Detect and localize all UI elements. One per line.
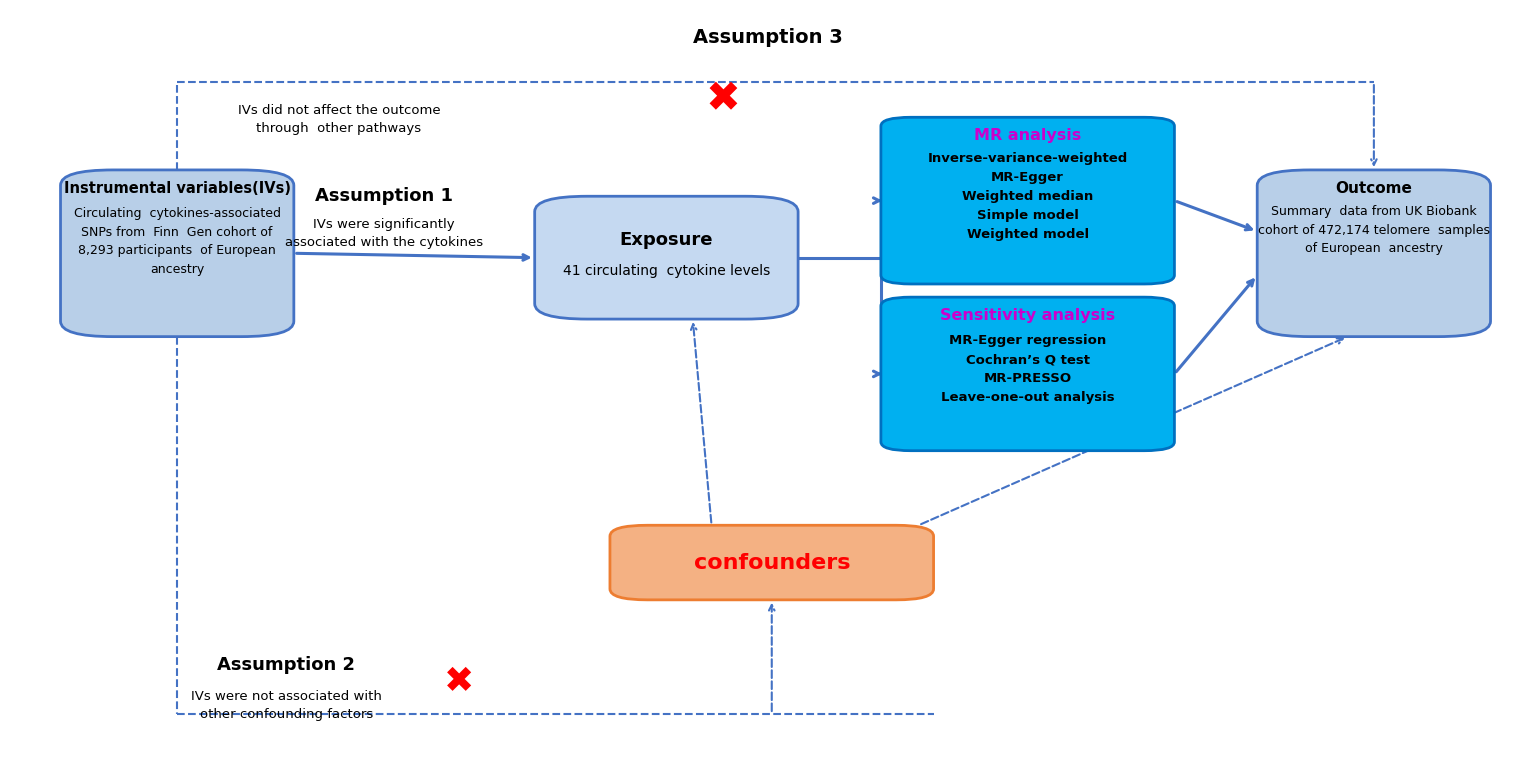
FancyBboxPatch shape <box>880 297 1175 451</box>
Text: confounders: confounders <box>694 552 849 572</box>
Text: Inverse-variance-weighted
MR-Egger
Weighted median
Simple model
Weighted model: Inverse-variance-weighted MR-Egger Weigh… <box>928 152 1127 241</box>
FancyBboxPatch shape <box>60 170 293 336</box>
Text: ✖: ✖ <box>705 78 740 121</box>
Text: IVs were not associated with
other confounding factors: IVs were not associated with other confo… <box>190 689 382 721</box>
Text: Outcome: Outcome <box>1335 181 1412 196</box>
Text: Assumption 3: Assumption 3 <box>693 28 843 47</box>
Text: MR-Egger regression
Cochran’s Q test
MR-PRESSO
Leave-one-out analysis: MR-Egger regression Cochran’s Q test MR-… <box>942 334 1115 404</box>
Text: Assumption 2: Assumption 2 <box>217 657 355 674</box>
Text: Circulating  cytokines-associated
SNPs from  Finn  Gen cohort of
8,293 participa: Circulating cytokines-associated SNPs fr… <box>74 207 281 275</box>
FancyBboxPatch shape <box>610 525 934 600</box>
FancyBboxPatch shape <box>880 117 1175 284</box>
Text: Instrumental variables(IVs): Instrumental variables(IVs) <box>63 181 290 196</box>
FancyBboxPatch shape <box>535 196 799 319</box>
Text: IVs did not affect the outcome
through  other pathways: IVs did not affect the outcome through o… <box>238 104 441 135</box>
Text: MR analysis: MR analysis <box>974 129 1081 143</box>
Text: Assumption 1: Assumption 1 <box>315 187 453 205</box>
FancyBboxPatch shape <box>1256 170 1490 336</box>
Text: Exposure: Exposure <box>619 231 713 249</box>
Text: Sensitivity analysis: Sensitivity analysis <box>940 308 1115 323</box>
Text: Summary  data from UK Biobank
cohort of 472,174 telomere  samples
of European  a: Summary data from UK Biobank cohort of 4… <box>1258 205 1490 255</box>
Text: IVs were significantly
associated with the cytokines: IVs were significantly associated with t… <box>286 218 484 249</box>
Text: ✖: ✖ <box>444 665 475 699</box>
Text: 41 circulating  cytokine levels: 41 circulating cytokine levels <box>562 264 770 278</box>
